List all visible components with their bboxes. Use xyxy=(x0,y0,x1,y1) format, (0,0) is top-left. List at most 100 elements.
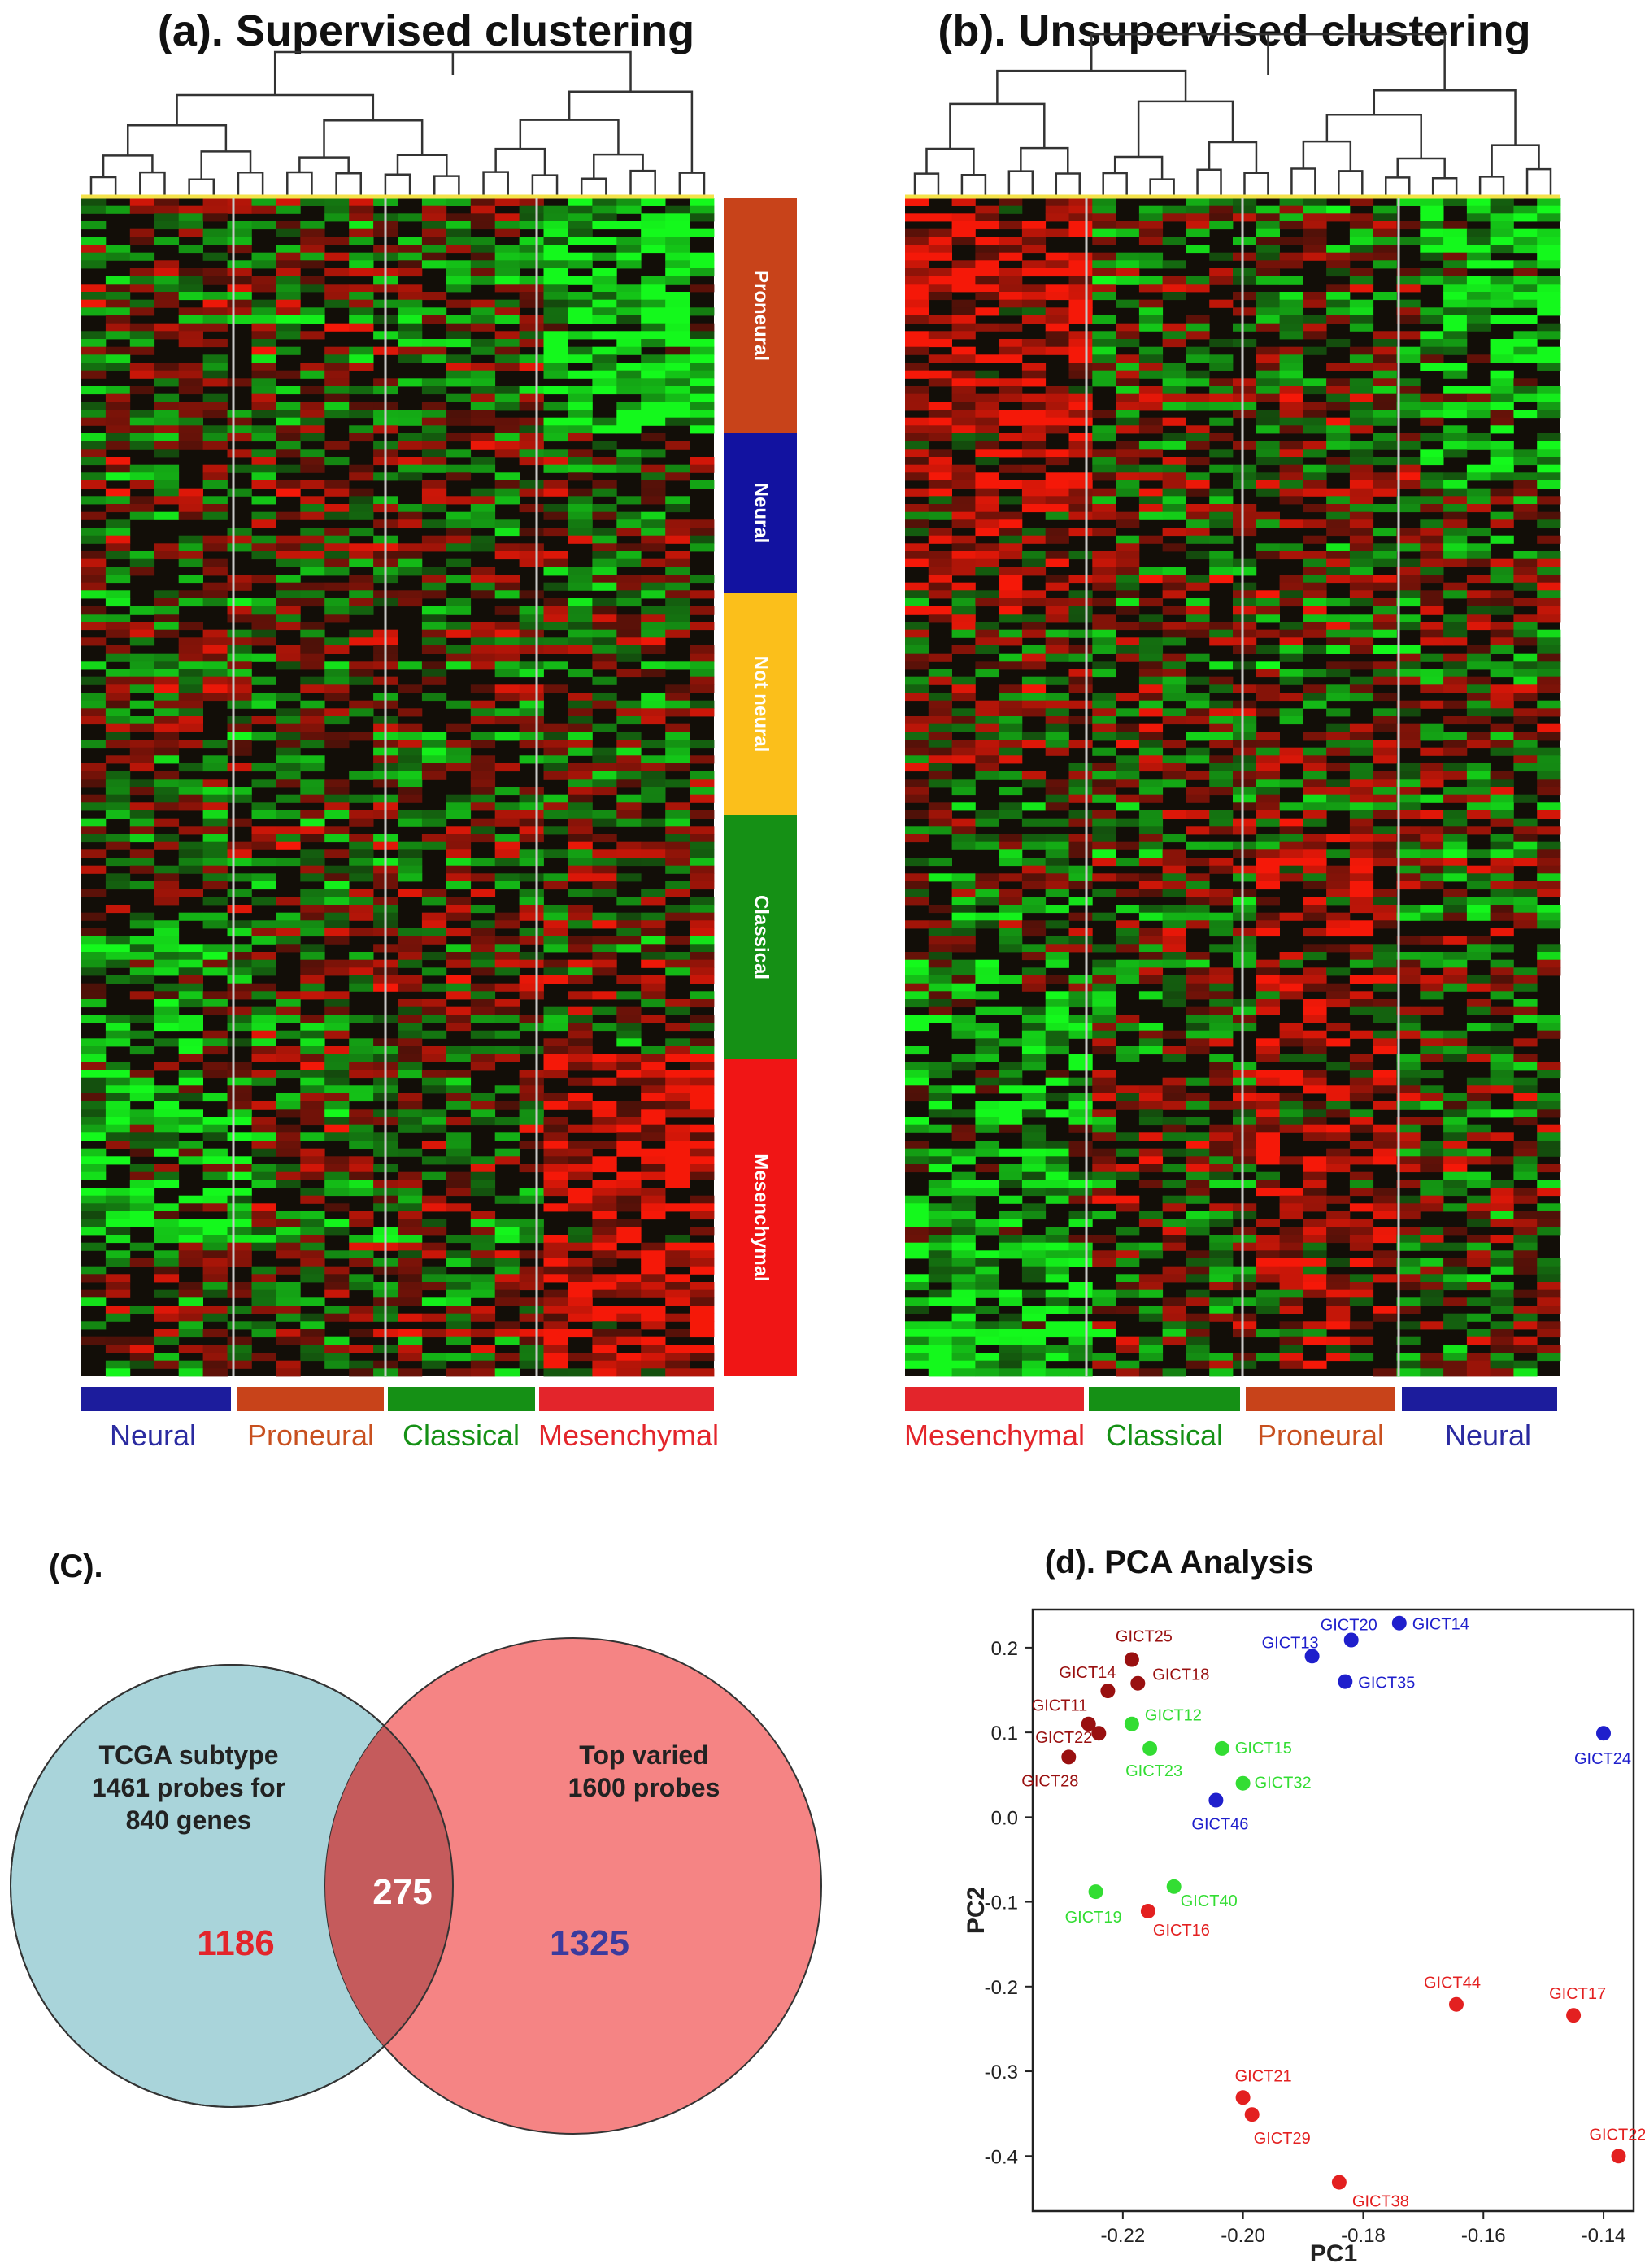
heatmap-cell xyxy=(1326,268,1351,277)
heatmap-cell xyxy=(975,771,999,780)
heatmap-cell xyxy=(1466,614,1491,623)
heatmap-cell xyxy=(999,354,1023,363)
heatmap-cell xyxy=(398,299,423,308)
heatmap-cell xyxy=(1349,794,1374,803)
heatmap-cell xyxy=(616,198,642,206)
heatmap-cell xyxy=(1092,849,1116,858)
heatmap-cell xyxy=(1420,504,1444,513)
heatmap-cell xyxy=(951,1054,976,1062)
heatmap-cell xyxy=(470,339,496,348)
heatmap-cell xyxy=(129,386,155,395)
heatmap-cell xyxy=(951,905,976,914)
heatmap-cell xyxy=(641,590,666,599)
heatmap-cell xyxy=(178,370,203,379)
heatmap-cell xyxy=(1443,370,1468,379)
heatmap-cell xyxy=(1092,661,1116,670)
heatmap-cell xyxy=(592,276,617,285)
heatmap-cell xyxy=(1092,464,1116,473)
heatmap-cell xyxy=(690,1132,715,1141)
heatmap-cell xyxy=(1186,700,1210,709)
heatmap-cell xyxy=(1373,331,1397,340)
heatmap-cell xyxy=(1466,999,1491,1008)
heatmap-cell xyxy=(494,858,520,867)
heatmap-cell xyxy=(905,629,929,638)
heatmap-cell xyxy=(129,959,155,968)
heatmap-cell xyxy=(81,221,107,230)
heatmap-cell xyxy=(324,1164,350,1173)
heatmap-cell xyxy=(276,228,301,237)
heatmap-cell xyxy=(999,284,1023,293)
heatmap-cell xyxy=(1490,575,1514,584)
heatmap-cell xyxy=(421,1077,447,1086)
heatmap-cell xyxy=(1326,464,1351,473)
heatmap-cell xyxy=(105,299,131,308)
heatmap-cell xyxy=(470,441,496,450)
heatmap-cell xyxy=(1092,213,1116,222)
heatmap-cell xyxy=(1373,543,1397,552)
heatmap-cell xyxy=(276,740,301,749)
heatmap-cell xyxy=(1233,794,1257,803)
heatmap-cell xyxy=(928,237,952,245)
heatmap-cell xyxy=(975,205,999,214)
heatmap-cell xyxy=(1396,567,1421,576)
heatmap-cell xyxy=(202,1038,228,1047)
heatmap-cell xyxy=(1443,740,1468,749)
heatmap-cell xyxy=(665,693,690,702)
heatmap-cell xyxy=(129,441,155,450)
heatmap-cell xyxy=(616,402,642,411)
heatmap-cell xyxy=(1513,614,1538,623)
heatmap-cell xyxy=(928,975,952,984)
heatmap-cell xyxy=(251,1242,276,1251)
heatmap-cell xyxy=(494,944,520,953)
heatmap-cell xyxy=(398,1117,423,1126)
heatmap-cell xyxy=(1045,1070,1069,1079)
heatmap-cell xyxy=(519,723,544,732)
heatmap-cell xyxy=(227,1062,252,1071)
heatmap-cell xyxy=(951,716,976,725)
heatmap-cell xyxy=(592,661,617,670)
heatmap-cell xyxy=(1373,802,1397,811)
heatmap-cell xyxy=(276,1046,301,1055)
heatmap-cell xyxy=(178,1250,203,1259)
heatmap-cell xyxy=(641,480,666,489)
heatmap-cell xyxy=(905,975,929,984)
heatmap-cell xyxy=(1326,794,1351,803)
heatmap-cell xyxy=(105,708,131,717)
heatmap-cell xyxy=(1443,905,1468,914)
heatmap-cell xyxy=(1279,299,1303,308)
heatmap-cell xyxy=(905,920,929,929)
heatmap-cell xyxy=(1490,417,1514,426)
heatmap-cell xyxy=(1443,535,1468,544)
heatmap-cell xyxy=(251,802,276,811)
heatmap-cell xyxy=(1303,323,1327,332)
heatmap-cell xyxy=(1068,402,1093,411)
heatmap-cell xyxy=(1420,779,1444,788)
heatmap-cell xyxy=(690,810,715,819)
heatmap-cell xyxy=(1116,449,1140,458)
heatmap-cell xyxy=(568,818,593,827)
heatmap-cell xyxy=(494,1219,520,1227)
heatmap-cell xyxy=(1021,268,1047,277)
heatmap-cell xyxy=(251,1101,276,1110)
heatmap-cell xyxy=(494,606,520,615)
heatmap-cell xyxy=(398,1368,423,1377)
heatmap-cell xyxy=(276,245,301,254)
heatmap-cell xyxy=(665,708,690,717)
heatmap-cell xyxy=(690,354,715,363)
heatmap-cell xyxy=(690,669,715,678)
heatmap-cell xyxy=(1138,276,1164,285)
heatmap-cell xyxy=(1233,723,1257,732)
heatmap-cell xyxy=(690,1171,715,1180)
heatmap-cell xyxy=(1303,558,1327,567)
heatmap-cell xyxy=(1021,693,1047,702)
heatmap-cell xyxy=(81,700,107,709)
heatmap-cell xyxy=(1420,245,1444,254)
heatmap-cell xyxy=(129,1188,155,1197)
heatmap-cell xyxy=(1279,252,1303,261)
heatmap-cell xyxy=(470,1109,496,1118)
heatmap-cell xyxy=(1303,378,1327,387)
heatmap-cell xyxy=(178,794,203,803)
heatmap-cell xyxy=(592,575,617,584)
heatmap-cell xyxy=(1068,944,1093,953)
heatmap-cell xyxy=(1092,205,1116,214)
